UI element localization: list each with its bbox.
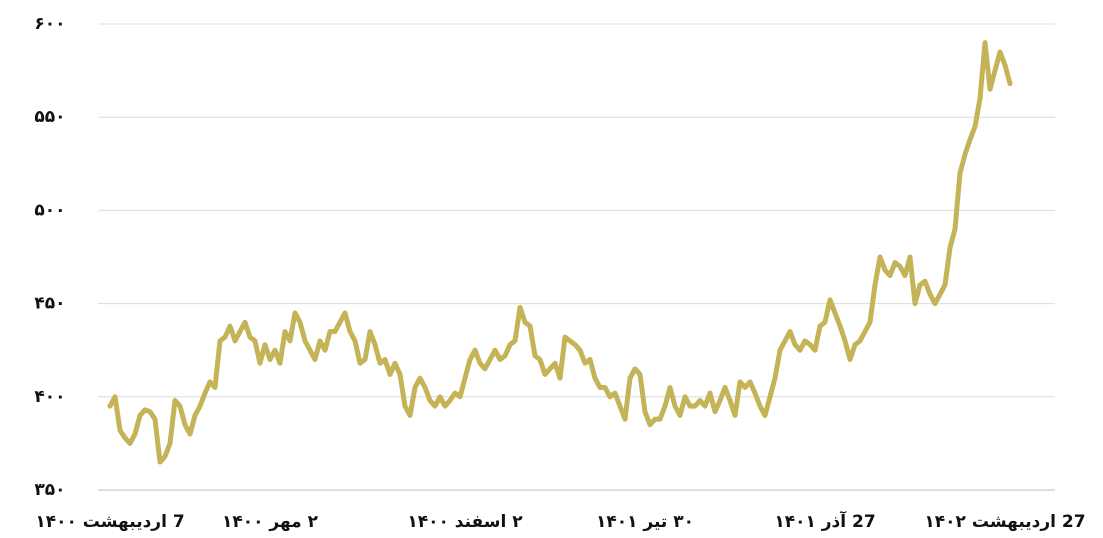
x-tick-label: 27 اردیبهشت ۱۴۰۲ bbox=[924, 512, 1085, 532]
y-tick-label: ۴۰۰ bbox=[34, 387, 65, 407]
x-tick-label: ۲ اسفند ۱۴۰۰ bbox=[407, 512, 523, 532]
x-tick-label: ۳۰ تیر ۱۴۰۱ bbox=[596, 512, 694, 532]
data-line bbox=[107, 40, 1013, 465]
x-tick-label: 7 اردیبهشت ۱۴۰۰ bbox=[35, 512, 184, 532]
y-tick-label: ۳۵۰ bbox=[34, 480, 65, 500]
x-tick-label: 27 آذر ۱۴۰۱ bbox=[774, 510, 875, 532]
y-tick-label: ۵۰۰ bbox=[34, 200, 65, 220]
x-tick-label: ۲ مهر ۱۴۰۰ bbox=[222, 512, 319, 532]
y-tick-label: ۵۵۰ bbox=[34, 107, 65, 127]
y-tick-label: ۶۰۰ bbox=[34, 14, 65, 34]
y-tick-label: ۴۵۰ bbox=[34, 294, 65, 314]
